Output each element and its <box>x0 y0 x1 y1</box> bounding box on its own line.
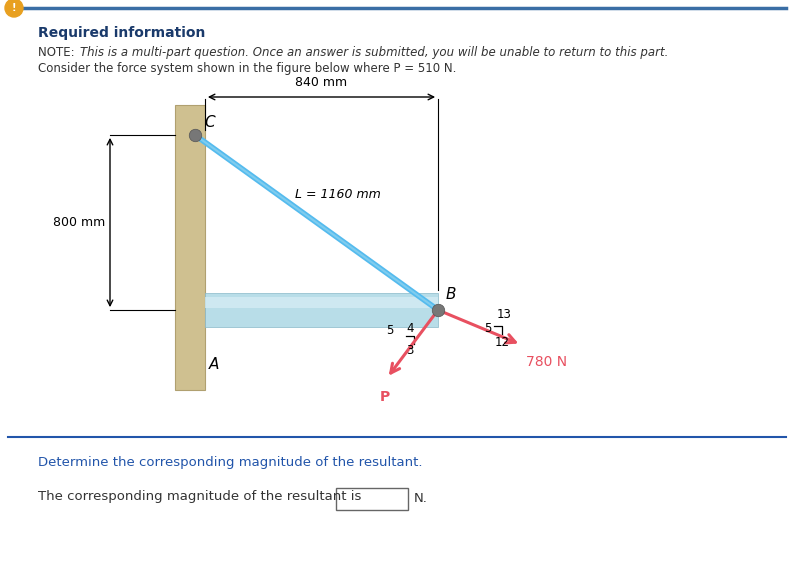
Text: 3: 3 <box>407 344 414 357</box>
Bar <box>175 105 205 390</box>
Text: Required information: Required information <box>38 26 206 40</box>
Text: 4: 4 <box>407 321 414 335</box>
Bar <box>336 488 408 510</box>
Text: A: A <box>209 357 219 372</box>
Text: 800 mm: 800 mm <box>52 216 105 229</box>
Text: NOTE:: NOTE: <box>38 46 79 59</box>
Text: The corresponding magnitude of the resultant is: The corresponding magnitude of the resul… <box>38 490 361 503</box>
Text: L = 1160 mm: L = 1160 mm <box>295 188 381 201</box>
Text: 12: 12 <box>495 336 510 349</box>
Text: 780 N: 780 N <box>526 354 567 369</box>
Text: 840 mm: 840 mm <box>295 76 348 89</box>
Text: 5: 5 <box>484 321 491 335</box>
Text: B: B <box>446 287 457 302</box>
Bar <box>205 293 438 327</box>
Text: 5: 5 <box>387 324 394 336</box>
Text: N.: N. <box>414 492 428 505</box>
Text: !: ! <box>12 3 16 13</box>
Bar <box>205 297 438 308</box>
Circle shape <box>5 0 23 17</box>
Text: Consider the force system shown in the figure below where P = 510 N.: Consider the force system shown in the f… <box>38 62 457 75</box>
Text: Determine the corresponding magnitude of the resultant.: Determine the corresponding magnitude of… <box>38 456 422 469</box>
Text: 13: 13 <box>496 307 511 320</box>
Text: This is a multi-part question. Once an answer is submitted, you will be unable t: This is a multi-part question. Once an a… <box>80 46 669 59</box>
Text: C: C <box>204 115 214 130</box>
Text: P: P <box>380 390 390 404</box>
